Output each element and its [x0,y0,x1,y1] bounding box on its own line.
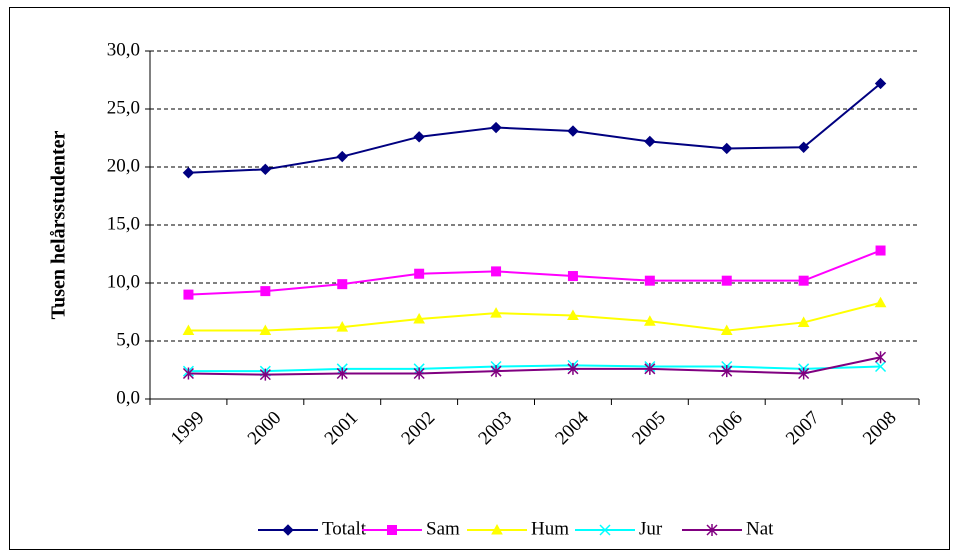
marker [874,296,887,308]
marker [490,365,502,378]
legend-label: Hum [531,518,569,539]
marker [259,163,272,176]
marker [874,77,887,90]
marker [336,321,349,332]
marker [567,125,579,137]
y-tick-label: 10,0 [107,271,140,292]
marker [567,271,578,282]
marker [336,367,348,380]
y-tick-label: 15,0 [107,213,140,234]
marker [798,275,809,286]
y-tick-label: 25,0 [107,97,140,118]
marker [260,286,271,297]
series-line [188,301,881,332]
legend-marker [282,524,294,536]
marker [875,360,887,373]
marker [797,316,810,327]
marker [721,275,732,286]
marker [490,307,502,318]
marker [875,351,887,364]
marker [183,289,194,300]
marker [337,279,348,290]
legend-marker [491,523,503,535]
marker [875,245,886,256]
marker [182,324,195,336]
marker [413,131,425,143]
marker [413,367,425,380]
legend-marker [599,524,611,536]
legend-label: Jur [639,518,663,539]
marker [798,367,810,380]
series-line [188,364,881,373]
marker [567,362,579,375]
y-tick-label: 20,0 [107,155,140,176]
marker [491,266,502,277]
marker [797,141,810,153]
marker [644,135,656,148]
legend-marker [706,524,718,536]
legend-marker [387,525,397,535]
marker [644,275,655,286]
marker [413,312,425,324]
legend-label: Nat [746,518,774,539]
marker [259,324,272,336]
marker [644,362,656,375]
series-line [188,82,882,174]
chart-frame [9,7,950,550]
legend-label: Totalt [322,518,367,539]
marker [721,365,733,378]
y-tick-label: 5,0 [116,329,140,350]
legend-label: Sam [426,518,460,539]
y-tick-label: 0,0 [116,387,140,408]
marker [644,315,656,326]
marker [336,150,348,163]
marker [182,367,194,380]
marker [721,142,733,155]
marker [720,324,733,336]
y-axis-title: Tusen helårsstudenter [48,131,70,320]
y-tick-label: 30,0 [107,39,140,60]
series-line [188,356,881,376]
series-line [188,249,881,296]
marker [414,268,425,279]
marker [567,309,579,320]
marker [259,368,271,381]
marker [182,167,195,179]
marker [490,121,502,134]
